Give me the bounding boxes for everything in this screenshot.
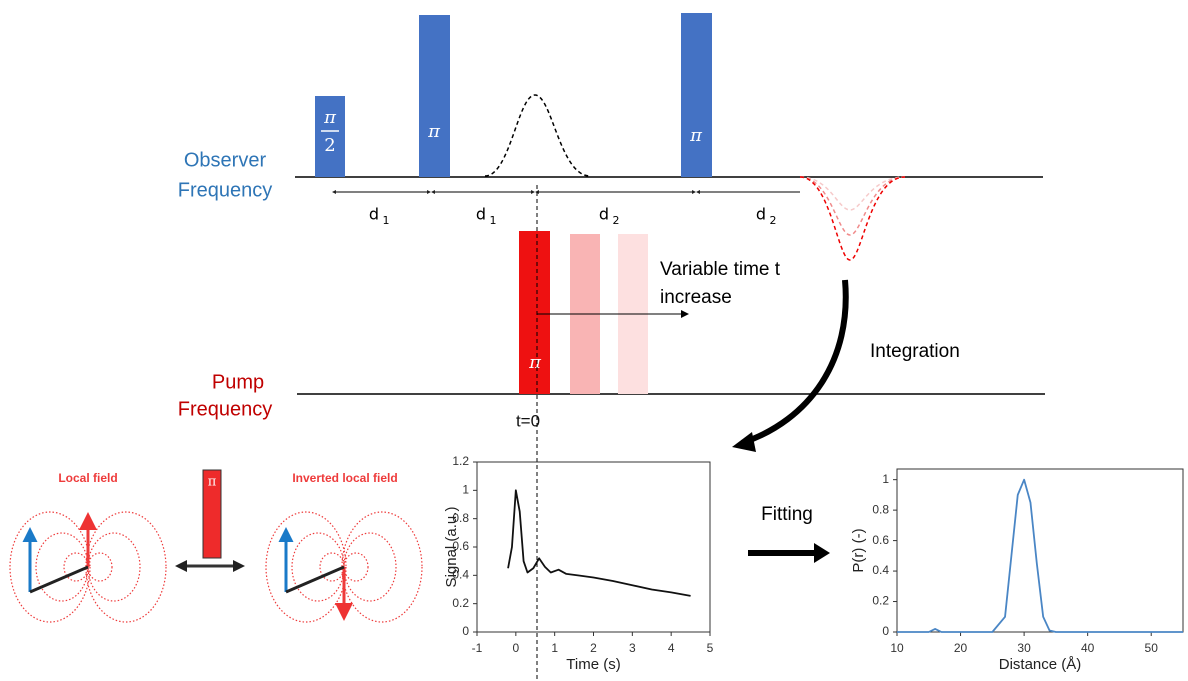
delay-symbol: d (756, 205, 766, 224)
delay-subscript: 1 (490, 214, 497, 227)
data-line (897, 478, 1183, 633)
x-tick-label: 10 (890, 641, 904, 655)
y-tick-label: 0.6 (452, 539, 469, 553)
pulse-label: π (427, 121, 441, 142)
pulse (315, 96, 345, 177)
x-tick-label: 4 (668, 641, 675, 655)
x-tick-label: 2 (590, 641, 597, 655)
delay-subscript: 2 (613, 214, 620, 227)
pulse (681, 13, 712, 177)
y-tick-label: 0.4 (872, 563, 889, 577)
echo-faded (799, 176, 906, 211)
x-tick-label: 30 (1017, 641, 1031, 655)
echo-faded (799, 176, 906, 236)
delay-subscript: 2 (770, 214, 777, 227)
variable-time: Variable time t (660, 259, 781, 280)
x-tick-label: 3 (629, 641, 636, 655)
inverted-local-field: Inverted local field (292, 471, 397, 485)
integration-arrow (741, 279, 849, 446)
y-tick-label: 0.6 (872, 533, 889, 547)
x-tick-label: 0 (512, 641, 519, 655)
pulse (419, 15, 450, 177)
pump-label: Frequency (178, 398, 273, 420)
flip-pulse (202, 469, 222, 559)
x-tick-label: 50 (1145, 641, 1159, 655)
y-tick-label: 0.4 (452, 568, 469, 582)
pump-pulse-label: π (528, 352, 542, 373)
spin-arrows (79, 512, 353, 621)
variable-time: increase (660, 287, 732, 308)
observer-label: Frequency (178, 179, 273, 201)
y-tick-label: 1.2 (452, 454, 469, 468)
x-axis-label: Distance (Å) (999, 656, 1082, 673)
fitting: Fitting (761, 504, 813, 525)
pulse-label: π (689, 125, 703, 146)
pump-label: Pump (212, 371, 264, 393)
y-tick-label: 0.8 (452, 511, 469, 525)
x-tick-label: 5 (707, 641, 714, 655)
x-tick-label: 20 (954, 641, 968, 655)
observer-spin (22, 527, 294, 592)
y-tick-label: 1 (882, 472, 889, 486)
y-tick-label: 1 (462, 483, 469, 497)
delay-symbol: d (599, 205, 609, 224)
pulse-label: π (323, 107, 337, 128)
y-tick-label: 0 (882, 624, 889, 638)
echo (484, 94, 591, 177)
y-axis-label: Signal (a.u.) (443, 507, 460, 588)
y-axis-label: P(r) (-) (850, 528, 867, 572)
x-tick-label: 1 (551, 641, 558, 655)
inverted-echo (799, 176, 906, 261)
y-tick-label: 0.2 (872, 594, 889, 608)
delay-symbol: d (369, 205, 379, 224)
pulse-label: 2 (324, 135, 335, 156)
x-tick-label: -1 (472, 641, 483, 655)
spin-bond (29, 565, 345, 594)
integration: Integration (870, 341, 960, 362)
y-tick-label: 0.8 (872, 502, 889, 516)
delay-symbol: d (476, 205, 486, 224)
pump-pulse (519, 231, 550, 394)
x-tick-label: 40 (1081, 641, 1095, 655)
flip-pulse-label: π (208, 475, 217, 490)
observer-label: Observer (184, 149, 267, 171)
arrow-head (814, 543, 830, 563)
t-zero: t=0 (516, 411, 540, 430)
distance-frame (896, 468, 1184, 633)
local-field: Local field (58, 471, 117, 485)
arrow-head (732, 432, 756, 452)
y-tick-label: 0.2 (452, 596, 469, 610)
x-axis-label: Time (s) (566, 656, 620, 673)
data-line (507, 489, 691, 597)
y-tick-label: 0 (462, 624, 469, 638)
delay-subscript: 1 (383, 214, 390, 227)
